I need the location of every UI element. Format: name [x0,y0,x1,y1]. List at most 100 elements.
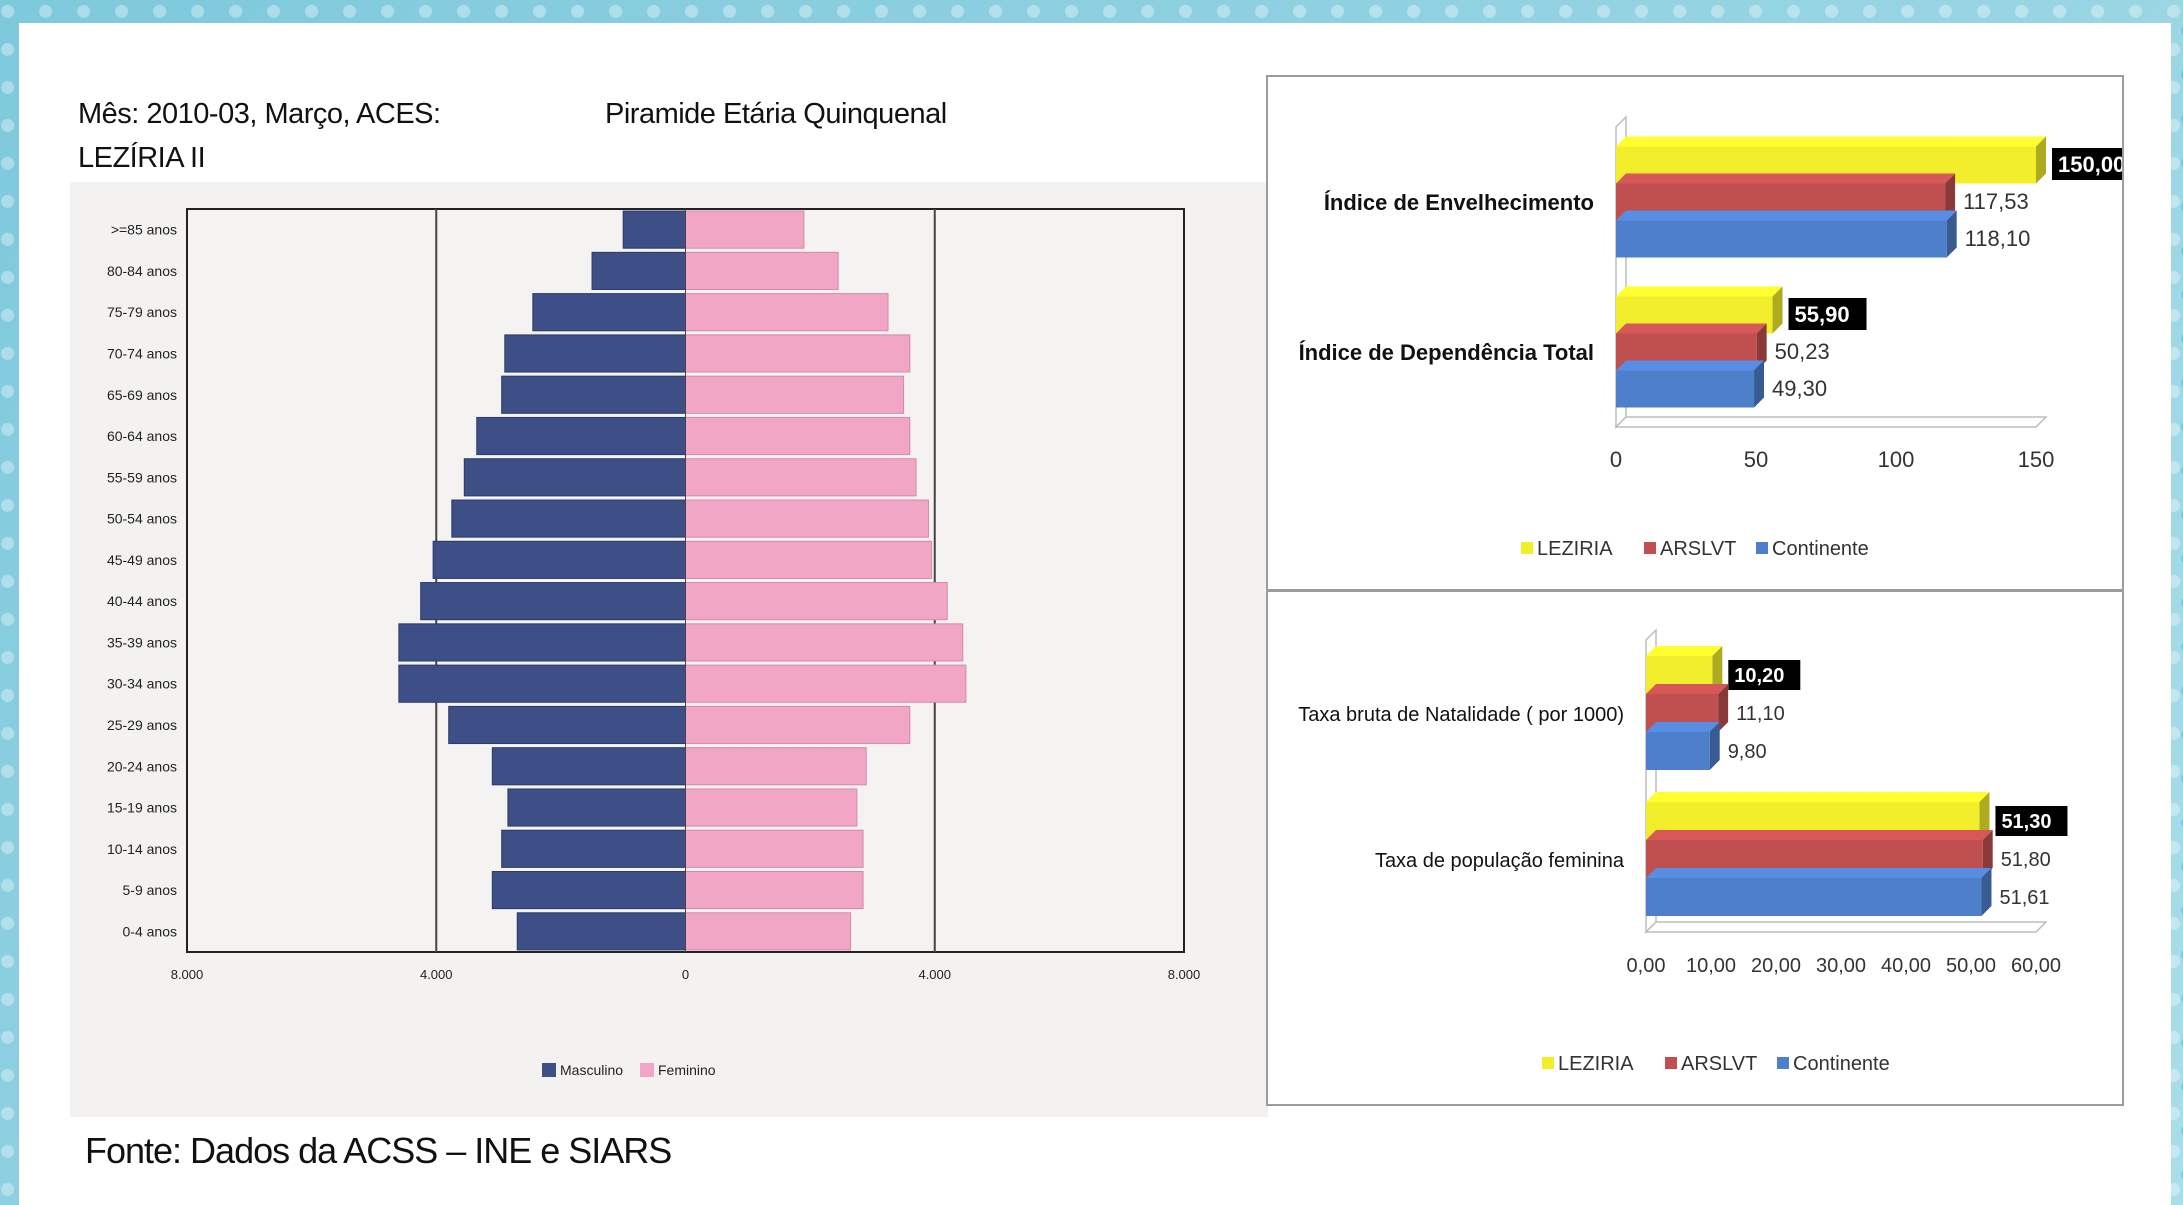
x-tick-label: 10,00 [1686,955,1736,977]
pyramid-title: Piramide Etária Quinquenal [605,98,947,130]
x-tick-label: 8.000 [171,967,204,982]
age-group-label: 80-84 anos [107,263,177,279]
age-group-label: >=85 anos [111,222,177,238]
data-label-box [1995,806,2068,836]
bar-masculino [501,829,686,868]
legend-label-feminino: Feminino [658,1062,716,1078]
bar-masculino [507,788,686,827]
data-label-continente: 9,80 [1728,741,1767,763]
bar-top-arslvt [1646,830,1993,840]
bar-masculino [451,499,686,538]
bar-masculino [591,251,686,290]
bar-side-arslvt [1756,323,1767,371]
x-tick-label: 4.000 [420,967,453,982]
indices-chart: 150,00 117,53 118,10 Índice de Envelhecimen… [1299,115,2144,560]
bar-top-arslvt [1646,684,1729,694]
bar-top-arslvt [1616,173,1956,184]
bar-continente [1646,732,1710,770]
data-label-continente: 49,30 [1772,376,1827,401]
bar-feminino [685,458,917,497]
data-label-continente: 51,61 [1999,887,2049,909]
bar-side-leziria [1712,646,1723,694]
bar-feminino [685,293,889,332]
legend-swatch-leziria [1521,542,1533,554]
bar-feminino [685,210,805,249]
header-aces-label: LEZÍRIA II [78,142,206,174]
x-tick-label: 50,00 [1946,955,1996,977]
age-group-label: 25-29 anos [107,717,177,733]
bar-side-continente [1946,210,1957,258]
legend-swatch-continente [1777,1057,1789,1069]
bar-masculino [476,416,686,456]
age-group-label: 20-24 anos [107,758,177,774]
bar-continente [1616,220,1947,258]
category-label: Taxa de população feminina [1375,850,1625,872]
x-tick-label: 30,00 [1816,955,1866,977]
bar-masculino [501,375,686,414]
legend-swatch-feminino [640,1063,654,1077]
bar-masculino [463,458,686,497]
bar-masculino [622,210,686,249]
bar-feminino [685,416,911,456]
bar-feminino [685,375,905,414]
data-label-arslvt: 51,80 [2001,849,2051,871]
bar-top-continente [1646,722,1720,732]
bar-side-arslvt [1945,173,1956,221]
bar-side-continente [1754,360,1765,408]
bar-side-leziria [2036,136,2046,184]
legend-label-arslvt: ARSLVT [1660,538,1736,560]
data-label-box [1788,298,1867,330]
data-label-leziria: 150,00 [2058,152,2122,177]
bar-side-leziria [1979,792,1990,840]
data-label-leziria: 51,30 [2001,811,2051,833]
data-label-arslvt: 11,10 [1736,703,1785,725]
indices-chart-box: 150,00 117,53 118,10 Índice de Envelhecimen… [1266,75,2144,591]
bar-feminino [685,705,911,745]
legend-label-arslvt: ARSLVT [1681,1053,1757,1075]
floor-wall [1644,921,2048,933]
age-group-label: 55-59 anos [107,469,177,485]
bar-continente [1646,878,1982,916]
bar-top-leziria [1616,286,1783,297]
bar-top-leziria [1616,136,2046,147]
bar-feminino [685,334,911,373]
data-label-leziria: 55,90 [1795,302,1850,327]
bar-top-leziria [1646,646,1723,656]
bar-feminino [685,499,930,538]
bar-masculino [491,871,686,910]
age-group-label: 65-69 anos [107,387,177,403]
header-month-label: Mês: 2010-03, Março, ACES: [78,98,441,130]
legend-swatch-arslvt [1644,542,1656,554]
legend-label-masculino: Masculino [560,1062,623,1078]
taxas-chart-box: 10,20 11,10 9,80 Taxa bruta de Natalidade (… [1266,590,2124,1106]
bar-top-arslvt [1616,323,1767,334]
bar-masculino [420,582,686,621]
bar-masculino [398,623,686,662]
age-group-label: 60-64 anos [107,428,177,444]
bar-side-leziria [1772,286,1783,334]
bar-top-leziria [1646,792,1990,802]
x-tick-label: 150 [2018,447,2055,472]
x-tick-label: 0 [682,967,689,982]
data-label-box [1728,660,1801,690]
bar-side-continente [1709,722,1720,770]
pyramid-chart: >=85 anos 80-84 anos 75-79 anos 70-74 anos 6… [107,208,1200,1078]
x-tick-label: 60,00 [2011,955,2061,977]
bar-masculino [516,912,686,951]
legend-label-continente: Continente [1772,538,1869,560]
bar-feminino [685,582,948,621]
bar-side-continente [1981,868,1992,916]
data-label-arslvt: 50,23 [1775,339,1830,364]
taxas-chart: 10,20 11,10 9,80 Taxa bruta de Natalidade (… [1298,628,2068,1075]
bar-feminino [685,788,858,827]
age-group-label: 40-44 anos [107,593,177,609]
bar-feminino [685,871,864,910]
source-note: Fonte: Dados da ACSS – INE e SIARS [85,1130,672,1171]
age-group-label: 30-34 anos [107,676,177,692]
legend-label-continente: Continente [1793,1053,1890,1075]
bar-top-continente [1616,210,1957,221]
bar-masculino [398,664,686,703]
bar-feminino [685,829,864,868]
category-label: Índice de Dependência Total [1299,340,1594,365]
age-group-label: 0-4 anos [123,923,177,939]
